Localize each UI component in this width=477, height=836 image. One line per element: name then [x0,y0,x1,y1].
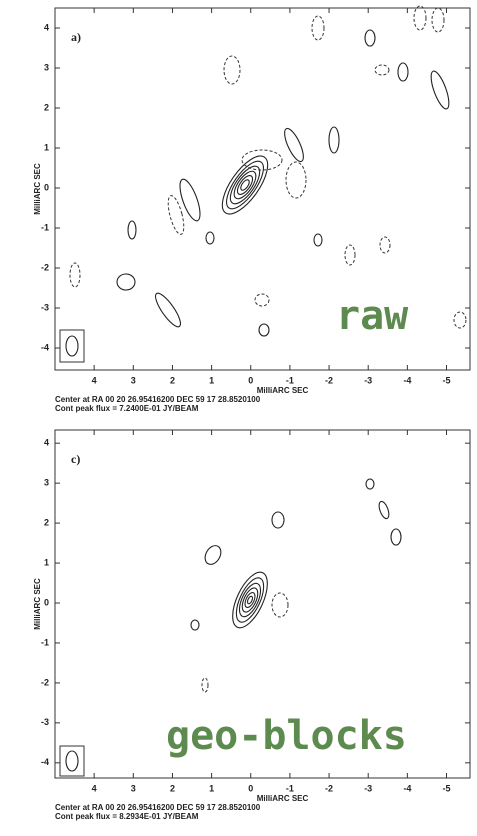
x-tick-label: -5 [443,783,451,793]
y-axis-label: MilliARC SEC [33,578,42,630]
x-tick-label: 1 [209,375,214,385]
x-tick-label: 1 [209,783,214,793]
panel-label: a) [71,30,81,44]
y-tick-label: 0 [44,597,49,607]
y-tick-label: 3 [44,478,49,488]
panel-label: c) [71,452,80,466]
x-tick-label: -3 [364,375,372,385]
y-tick-label: 2 [44,517,49,527]
annotation: raw [336,293,409,339]
y-tick-label: -4 [41,757,49,767]
x-tick-label: 4 [92,375,97,385]
y-tick-label: -3 [41,302,49,312]
annotation: geo-blocks [166,713,407,759]
y-tick-label: -1 [41,637,49,647]
x-tick-label: -3 [364,783,372,793]
x-tick-label: 2 [170,783,175,793]
x-tick-label: -2 [325,375,333,385]
y-tick-label: 2 [44,102,49,112]
y-tick-label: 0 [44,182,49,192]
x-tick-label: -4 [403,375,411,385]
x-tick-label: -4 [403,783,411,793]
y-tick-label: -2 [41,262,49,272]
y-tick-label: 4 [44,438,49,448]
x-tick-label: 0 [248,783,253,793]
x-tick-label: 2 [170,375,175,385]
y-tick-label: -4 [41,342,49,352]
y-tick-label: -1 [41,222,49,232]
y-tick-label: 1 [44,557,49,567]
x-axis-label: MilliARC SEC [257,794,309,803]
x-tick-label: 3 [131,783,136,793]
y-tick-label: 1 [44,142,49,152]
y-axis-label: MilliARC SEC [33,163,42,215]
figure: raw geo-blocks 4 3 2 1 0 -1 -2 -3 -4 -5 4 3 2 1 0 -1 -2 -… [0,0,477,836]
x-tick-label: -2 [325,783,333,793]
y-tick-label: -2 [41,677,49,687]
y-tick-label: -3 [41,717,49,727]
y-tick-label: 3 [44,62,49,72]
caption: Cont peak flux = 7.2400E-01 JY/BEAM [55,404,199,413]
x-tick-label: 4 [92,783,97,793]
caption: Center at RA 00 20 26.95416200 DEC 59 17… [55,803,261,812]
caption: Cont peak flux = 8.2934E-01 JY/BEAM [55,812,199,821]
x-tick-label: -1 [286,783,294,793]
x-axis-label: MilliARC SEC [257,386,309,395]
x-tick-label: -1 [286,375,294,385]
x-tick-label: 0 [248,375,253,385]
y-tick-label: 4 [44,22,49,32]
x-tick-label: -5 [443,375,451,385]
x-tick-label: 3 [131,375,136,385]
caption: Center at RA 00 20 26.95416200 DEC 59 17… [55,395,261,404]
